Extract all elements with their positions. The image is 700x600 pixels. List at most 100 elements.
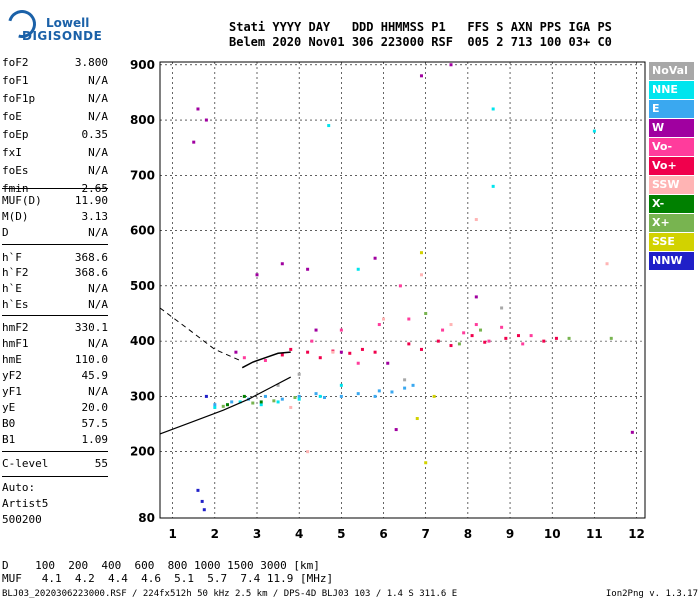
x-tick-label: 11	[586, 527, 603, 541]
echo-point	[225, 403, 229, 407]
echo-point	[390, 390, 394, 394]
echo-point	[356, 392, 360, 396]
x-tick-label: 7	[422, 527, 430, 541]
echo-point	[419, 347, 423, 351]
x-tick-label: 3	[253, 527, 261, 541]
logo-line1: Lowell	[46, 16, 90, 30]
x-tick-labels: 1 2 3 4 5 6 7 8 9 10 11 12	[168, 527, 644, 541]
echo-point	[306, 267, 310, 271]
echo-point	[403, 378, 407, 382]
x-tick-label: 5	[337, 527, 345, 541]
echo-point	[255, 273, 259, 277]
echo-point	[280, 397, 284, 401]
legend-item: W	[649, 119, 694, 137]
echo-point	[213, 403, 217, 407]
legend-item: E	[649, 100, 694, 118]
echo-point	[487, 339, 491, 343]
echo-point	[297, 397, 301, 401]
y-tick-label: 300	[130, 389, 155, 403]
echo-point	[407, 317, 411, 321]
echo-point	[221, 404, 225, 408]
echo-point	[424, 311, 428, 315]
header-labels: Stati YYYY DAY DDD HHMMSS P1 FFS S AXN P…	[229, 20, 612, 34]
echo-point	[474, 295, 478, 299]
legend-item: SSW	[649, 176, 694, 194]
echo-point	[339, 350, 343, 354]
echo-point	[474, 218, 478, 222]
echo-point	[242, 394, 246, 398]
echo-point	[263, 358, 267, 362]
logo-line2: DIGISONDE	[22, 29, 103, 43]
legend-item: SSE	[649, 233, 694, 251]
echo-point	[441, 328, 445, 332]
param-row: C-level 55	[2, 457, 108, 470]
param-row: yE 20.0	[2, 401, 108, 414]
trace-line	[159, 307, 241, 361]
echo-point	[504, 336, 508, 340]
legend-item: Vo-	[649, 138, 694, 156]
file-info: BLJ03_2020306223000.RSF / 224fx512h 50 k…	[2, 589, 458, 599]
echo-point	[457, 342, 461, 346]
trace-line	[159, 376, 292, 435]
echo-point	[276, 383, 280, 387]
echo-point	[630, 430, 634, 434]
param-row: M(D) 3.13	[2, 210, 108, 223]
echo-point	[483, 340, 487, 344]
echo-point	[192, 140, 196, 144]
legend-item: NNW	[649, 252, 694, 270]
echo-point	[521, 342, 525, 346]
echo-point	[491, 107, 495, 111]
y-tick-label: 80	[138, 511, 155, 525]
echo-point	[289, 405, 293, 409]
echo-point	[230, 400, 234, 404]
param-row: B0 57.5	[2, 417, 108, 430]
y-tick-label: 400	[130, 334, 155, 348]
param-row: hmF2 330.1	[2, 321, 108, 334]
y-tick-label: 800	[130, 113, 155, 127]
y-tick-labels: 80 200 300 400 500 600 700 800 900	[130, 58, 155, 525]
echo-point	[605, 262, 609, 266]
autoscale-label: Auto:	[2, 481, 36, 494]
echo-point	[272, 399, 276, 403]
param-row: D N/A	[2, 226, 108, 239]
x-tick-label: 10	[544, 527, 561, 541]
echo-point	[306, 350, 310, 354]
x-tick-label: 4	[295, 527, 303, 541]
echo-point	[242, 356, 246, 360]
echo-point	[500, 325, 504, 329]
echo-point	[263, 394, 267, 398]
echo-point	[196, 488, 200, 492]
echo-point	[491, 184, 495, 188]
echo-point	[407, 342, 411, 346]
y-tick-label: 700	[130, 168, 155, 182]
echo-point	[373, 256, 377, 260]
param-row: yF2 45.9	[2, 369, 108, 382]
echo-point	[314, 328, 318, 332]
echo-point	[403, 386, 407, 390]
echo-point	[470, 334, 474, 338]
echo-point	[196, 107, 200, 111]
echo-point	[377, 323, 381, 327]
echo-point	[419, 273, 423, 277]
echo-point	[280, 353, 284, 357]
plot-grid	[160, 62, 645, 519]
echo-point	[327, 124, 331, 128]
echo-point	[202, 508, 206, 512]
echo-point	[200, 499, 204, 503]
legend-item: Vo+	[649, 157, 694, 175]
echo-point	[436, 339, 440, 343]
echo-point	[542, 339, 546, 343]
echo-point	[529, 334, 533, 338]
echo-point	[306, 450, 310, 454]
param-row: B1 1.09	[2, 433, 108, 446]
echo-point	[259, 400, 263, 404]
separator	[2, 451, 108, 452]
echo-point	[411, 383, 415, 387]
param-row: h`F 368.6	[2, 251, 108, 264]
echo-point	[474, 323, 478, 327]
echo-point	[213, 405, 217, 409]
echo-point	[318, 356, 322, 360]
echo-point	[356, 361, 360, 365]
echo-point	[424, 461, 428, 465]
